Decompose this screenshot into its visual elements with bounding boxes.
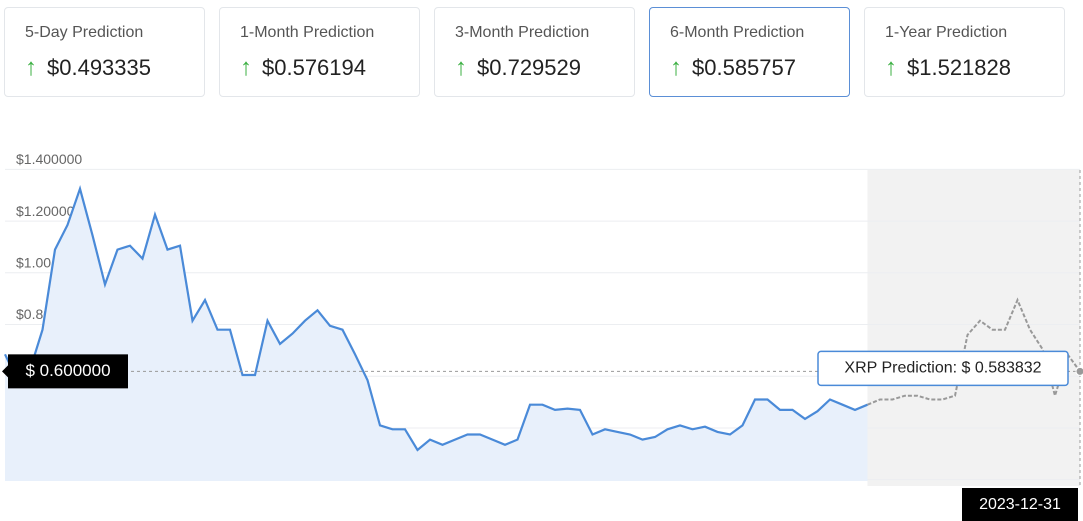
crosshair-label-tip <box>2 365 8 378</box>
card[interactable]: 3-Month Prediction ↑ $0.729529 <box>434 7 635 97</box>
card-label: 3-Month Prediction <box>455 24 590 41</box>
tooltip: XRP Prediction: $ 0.583832 <box>844 360 1041 377</box>
point <box>1075 366 1083 376</box>
card[interactable]: 5-Day Prediction ↑ $0.493335 <box>4 7 205 97</box>
card-label: 1-Month Prediction <box>240 24 375 41</box>
card-label: 5-Day Prediction <box>25 24 144 41</box>
date-label: 2023-12-31 <box>979 496 1061 513</box>
y-tick-label: $1.400000 <box>16 151 82 167</box>
card-value: $0.493335 <box>47 55 151 80</box>
up-arrow: ↑ <box>455 54 467 81</box>
card[interactable]: 1-Month Prediction ↑ $0.576194 <box>219 7 420 97</box>
prediction-cards: 5-Day Prediction ↑ $0.493335 1-Month Predi… <box>4 7 1065 97</box>
crosshair-label-bg <box>8 354 128 389</box>
up-arrow: ↑ <box>885 54 897 81</box>
y-tick-label: $1.200000 <box>16 203 82 219</box>
card[interactable]: 6-Month Prediction ↑ $0.585757 <box>649 7 850 97</box>
card-value: $0.585757 <box>692 55 796 80</box>
up-arrow: ↑ <box>25 54 37 81</box>
area <box>5 188 868 482</box>
card-label: 1-Year Prediction <box>885 24 1008 41</box>
card-value: $0.576194 <box>262 55 366 80</box>
card[interactable]: 1-Year Prediction ↑ $1.521828 <box>864 7 1065 97</box>
date-label-bg <box>962 488 1078 521</box>
up-arrow: ↑ <box>240 54 252 81</box>
card-value: $0.729529 <box>477 55 581 80</box>
card-value: $1.521828 <box>907 55 1011 80</box>
up-arrow: ↑ <box>670 54 682 81</box>
crosshair-label: $ 0.600000 <box>25 361 110 380</box>
forecast-region <box>867 170 1080 486</box>
card-label: 6-Month Prediction <box>670 24 805 41</box>
tooltip-box <box>817 350 1069 387</box>
line <box>4 185 868 452</box>
y-tick-label: $1.00 <box>16 254 51 270</box>
